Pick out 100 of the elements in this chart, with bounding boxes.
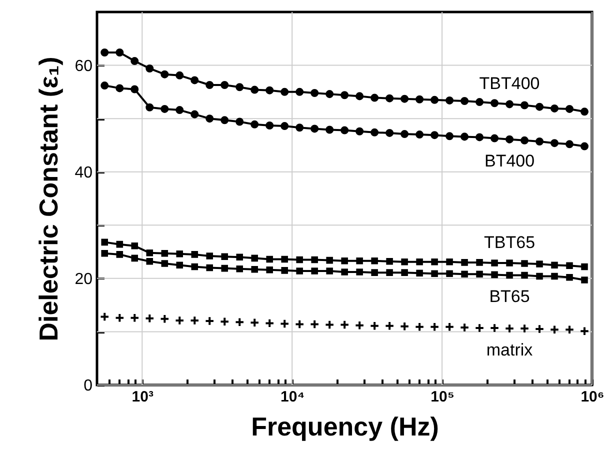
point <box>490 134 499 142</box>
point <box>131 242 138 250</box>
point <box>296 124 304 132</box>
point <box>356 92 364 100</box>
x-tick-label: 10³ <box>132 388 154 406</box>
point <box>130 57 139 66</box>
point <box>281 256 288 263</box>
point <box>190 110 199 118</box>
point <box>490 323 500 333</box>
point <box>100 82 109 90</box>
point <box>266 266 273 274</box>
point <box>551 272 558 280</box>
point <box>416 130 424 139</box>
point <box>550 139 559 148</box>
point <box>296 268 303 274</box>
point <box>251 254 258 262</box>
point <box>206 264 213 272</box>
point <box>341 268 348 276</box>
point <box>580 108 589 116</box>
point <box>310 124 319 133</box>
point <box>504 324 514 334</box>
point <box>430 96 439 104</box>
point <box>220 116 229 124</box>
point <box>491 260 498 266</box>
point <box>160 104 169 113</box>
point <box>400 322 410 332</box>
point <box>401 258 408 266</box>
point <box>564 324 574 334</box>
point <box>250 318 260 328</box>
point <box>356 257 363 264</box>
point <box>264 318 274 328</box>
point <box>400 130 409 138</box>
point <box>461 270 468 278</box>
point <box>206 81 214 89</box>
x-axis-title: Frequency (Hz) <box>251 412 439 442</box>
point <box>401 269 408 276</box>
point <box>386 258 393 265</box>
point <box>234 317 244 327</box>
point <box>190 76 199 84</box>
point <box>386 94 394 102</box>
point <box>340 126 349 134</box>
point <box>491 271 498 278</box>
point <box>370 128 379 136</box>
point <box>220 316 230 326</box>
x-tick-label: 10⁵ <box>430 388 454 406</box>
point <box>550 104 559 112</box>
point <box>280 318 290 329</box>
point <box>144 314 155 324</box>
point <box>536 102 544 111</box>
point <box>536 137 544 146</box>
point <box>356 127 364 136</box>
point <box>446 132 454 140</box>
point <box>536 272 543 280</box>
point <box>160 70 169 78</box>
point <box>221 264 228 272</box>
point <box>566 104 574 113</box>
point <box>384 320 394 331</box>
point <box>581 263 588 270</box>
point <box>146 64 154 72</box>
point <box>114 312 125 323</box>
point <box>354 320 364 330</box>
point <box>340 91 349 100</box>
point <box>310 88 319 97</box>
point <box>521 260 528 267</box>
y-tick-label: 60 <box>74 58 93 75</box>
point <box>101 238 108 246</box>
point <box>250 86 259 94</box>
point <box>416 258 423 266</box>
point <box>280 88 289 96</box>
point <box>324 320 334 330</box>
point <box>371 269 378 276</box>
point <box>236 265 243 272</box>
point <box>460 132 469 141</box>
point <box>250 120 259 128</box>
point <box>520 324 530 334</box>
point <box>370 94 379 102</box>
series-label: BT400 <box>484 151 535 170</box>
point <box>251 266 258 273</box>
point <box>386 269 393 276</box>
point <box>326 268 333 274</box>
point <box>476 259 483 266</box>
point <box>416 270 423 276</box>
x-tick-label: 10⁴ <box>280 388 305 406</box>
point <box>100 312 110 322</box>
point <box>416 95 424 104</box>
point <box>161 260 168 267</box>
point <box>446 96 454 104</box>
series-label: TBT400 <box>479 74 540 94</box>
point <box>371 257 378 264</box>
point <box>116 84 124 92</box>
point <box>191 263 198 270</box>
point <box>490 99 499 108</box>
point <box>534 324 544 334</box>
point <box>580 326 590 336</box>
point <box>581 276 588 284</box>
series-label: BT65 <box>489 287 530 306</box>
y-tick-label: 0 <box>84 378 93 394</box>
point <box>281 267 288 274</box>
point <box>190 316 200 326</box>
point <box>131 254 138 262</box>
